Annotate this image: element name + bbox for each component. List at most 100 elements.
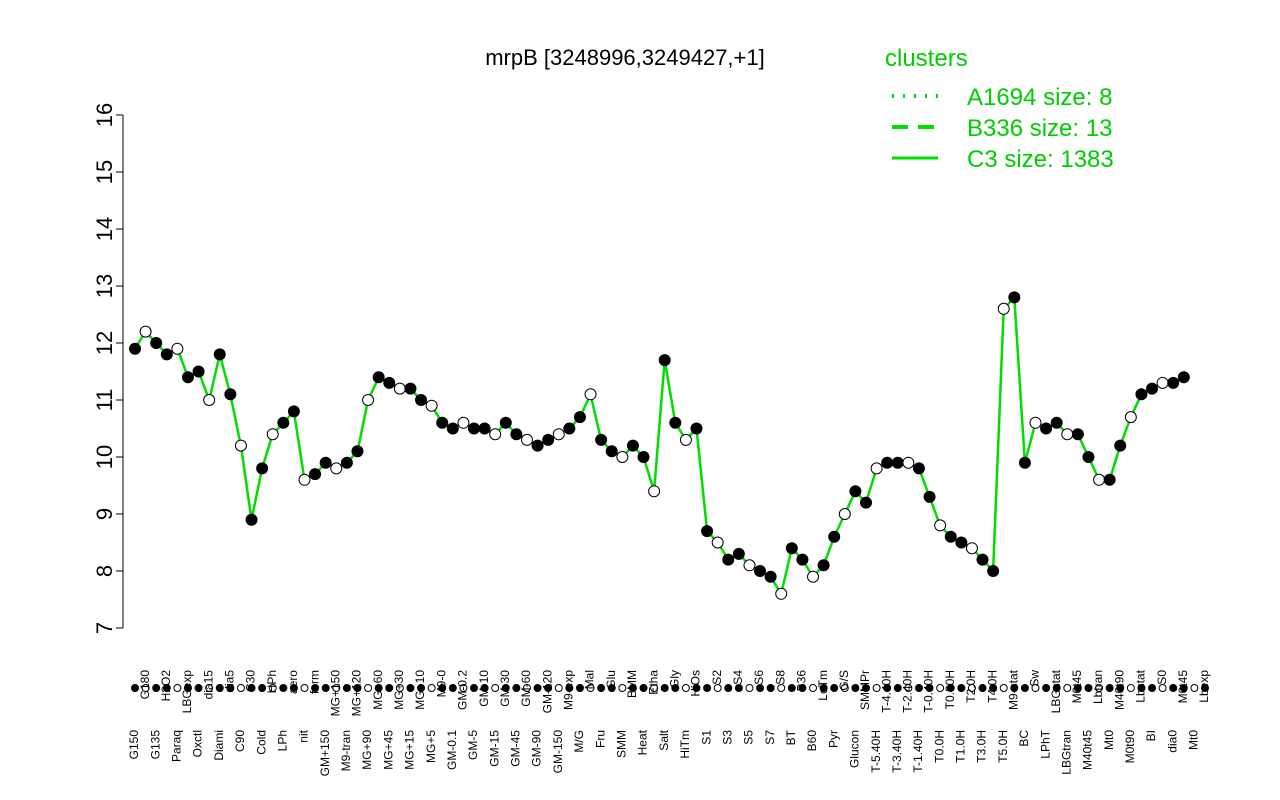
- data-point: [637, 451, 650, 463]
- x-tick-label: SMM: [614, 730, 628, 758]
- data-point: [817, 559, 830, 572]
- x-tick-marker: [618, 684, 627, 692]
- x-tick-label: HPh: [265, 670, 279, 693]
- x-tick-marker: [575, 684, 584, 692]
- data-point: [934, 519, 947, 532]
- x-tick-label: Diami: [212, 730, 226, 761]
- legend-entry-label: A1694 size: 8: [967, 84, 1112, 111]
- x-tick-marker: [713, 684, 722, 692]
- x-tick-marker: [565, 684, 574, 692]
- x-tick-label: B36: [795, 670, 809, 692]
- x-tick-marker: [628, 684, 637, 692]
- data-point: [1156, 376, 1169, 389]
- data-point: [764, 570, 777, 583]
- data-point: [499, 416, 512, 429]
- x-tick-marker: [671, 684, 680, 692]
- x-tick-marker: [342, 684, 351, 692]
- x-tick-label: T4.0H: [985, 670, 999, 703]
- x-tick-label: G135: [148, 730, 162, 760]
- x-tick-marker: [226, 684, 235, 692]
- x-tick-marker: [872, 684, 881, 692]
- x-tick-marker: [131, 684, 139, 692]
- x-tick-marker: [289, 684, 298, 692]
- x-tick-marker: [1042, 684, 1051, 692]
- x-tick-marker: [501, 684, 510, 692]
- legend-title: clusters: [885, 45, 968, 72]
- x-tick-label: G180: [138, 670, 152, 700]
- data-point: [701, 525, 714, 538]
- x-tick-label: BC: [1017, 730, 1031, 747]
- x-tick-marker: [681, 684, 690, 692]
- x-tick-label: LPhT: [1038, 729, 1052, 758]
- x-tick-marker: [1052, 684, 1061, 692]
- x-tick-marker: [268, 684, 277, 692]
- legend-entry-label: C3 size: 1383: [967, 146, 1114, 173]
- x-tick-label: G150: [127, 730, 141, 760]
- x-tick-marker: [554, 684, 563, 692]
- x-tick-marker: [1137, 684, 1146, 692]
- data-point: [181, 371, 194, 384]
- data-point: [1082, 451, 1095, 463]
- data-point: [711, 536, 724, 549]
- x-tick-label: M9-exp: [562, 670, 576, 710]
- data-point: [732, 547, 745, 560]
- x-tick-label: nit: [297, 729, 311, 742]
- x-tick-label: GM-120: [540, 670, 554, 714]
- x-tick-label: T2.0H: [964, 670, 978, 703]
- x-tick-marker: [840, 684, 849, 692]
- x-tick-marker: [660, 684, 669, 692]
- data-point: [807, 570, 820, 583]
- x-tick-marker: [967, 684, 976, 692]
- x-tick-marker: [936, 684, 945, 692]
- x-tick-label: S3: [720, 730, 734, 745]
- x-tick-marker: [946, 684, 955, 692]
- data-point: [1018, 456, 1031, 469]
- y-tick-label: 15: [92, 160, 117, 184]
- x-tick-marker: [745, 684, 754, 692]
- x-tick-marker: [809, 684, 818, 692]
- x-tick-label: Lbexp: [1197, 670, 1211, 703]
- data-point: [584, 388, 597, 401]
- x-tick-label: LPh: [275, 730, 289, 751]
- x-tick-label: Pyr: [826, 730, 840, 748]
- y-tick-label: 16: [92, 103, 117, 127]
- x-tick-marker: [1158, 684, 1167, 692]
- data-point: [997, 302, 1010, 315]
- data-point: [828, 530, 841, 543]
- y-tick-label: 12: [92, 331, 117, 355]
- x-tick-label: T0.0H: [932, 730, 946, 763]
- x-tick-label: S2: [710, 670, 724, 685]
- x-tick-marker: [194, 684, 203, 692]
- x-tick-label: Sw: [1028, 670, 1042, 687]
- data-point: [1146, 382, 1159, 395]
- x-tick-label: S0: [1155, 670, 1169, 685]
- x-tick-label: M0t45: [1176, 670, 1190, 704]
- y-tick-label: 9: [92, 508, 117, 520]
- data-point: [870, 462, 883, 475]
- x-tick-label: dia0: [1165, 730, 1179, 753]
- x-tick-label: T-0.40H: [922, 670, 936, 713]
- x-tick-marker: [247, 684, 256, 692]
- x-tick-label: GM-60: [519, 670, 533, 707]
- x-tick-label: Heat: [636, 729, 650, 755]
- data-point: [616, 451, 629, 463]
- x-tick-marker: [1179, 684, 1188, 692]
- x-tick-marker: [173, 684, 182, 692]
- x-tick-marker: [1084, 684, 1093, 692]
- x-tick-label: T5.0H: [996, 730, 1010, 763]
- x-tick-label: GM+150: [318, 730, 332, 777]
- x-tick-label: Glucon: [848, 730, 862, 768]
- x-tick-marker: [798, 684, 807, 692]
- x-tick-marker: [353, 684, 362, 692]
- x-tick-label: T0.30H: [943, 670, 957, 709]
- data-point: [1135, 388, 1148, 401]
- x-tick-label: LBGstat: [1049, 669, 1063, 713]
- x-tick-label: Glu: [604, 670, 618, 689]
- data-point: [754, 565, 767, 577]
- data-point: [340, 456, 353, 469]
- x-tick-marker: [544, 684, 553, 692]
- series-line: [133, 294, 1185, 598]
- x-tick-label: Mt0: [1102, 730, 1116, 750]
- x-tick-marker: [1201, 684, 1209, 692]
- x-tick-marker: [1073, 684, 1082, 692]
